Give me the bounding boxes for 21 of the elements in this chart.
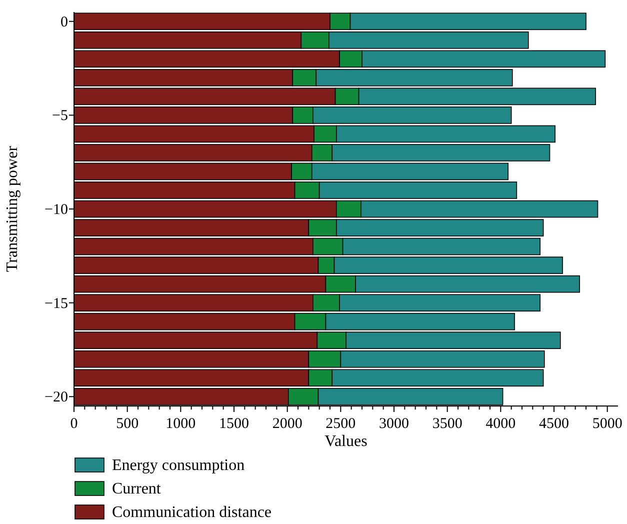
x-tick-label: 2000 — [272, 416, 302, 432]
legend-label: Current — [112, 480, 162, 498]
legend-label: Energy consumption — [112, 457, 245, 474]
y-axis-title: Transmitting power — [4, 145, 21, 272]
x-tick-label: 1000 — [166, 416, 196, 432]
x-tick-label: 0 — [70, 416, 78, 432]
y-tick-label: −5 — [52, 108, 68, 124]
y-tick-label: −10 — [44, 202, 68, 218]
x-tick-label: 500 — [116, 416, 139, 432]
y-tick-label: −15 — [44, 296, 68, 312]
x-tick-label: 4500 — [539, 416, 569, 432]
y-tick-label: −20 — [44, 390, 68, 406]
x-tick-label: 1500 — [219, 416, 249, 432]
legend-label: Communication distance — [112, 504, 272, 521]
x-tick-label: 2500 — [326, 416, 356, 432]
x-tick-label: 3500 — [432, 416, 462, 432]
x-axis-title: Values — [324, 433, 368, 450]
x-tick-label: 4000 — [486, 416, 516, 432]
y-tick-label: 0 — [60, 14, 68, 30]
x-tick-label: 3000 — [379, 416, 409, 432]
x-tick-label: 5000 — [592, 416, 622, 432]
